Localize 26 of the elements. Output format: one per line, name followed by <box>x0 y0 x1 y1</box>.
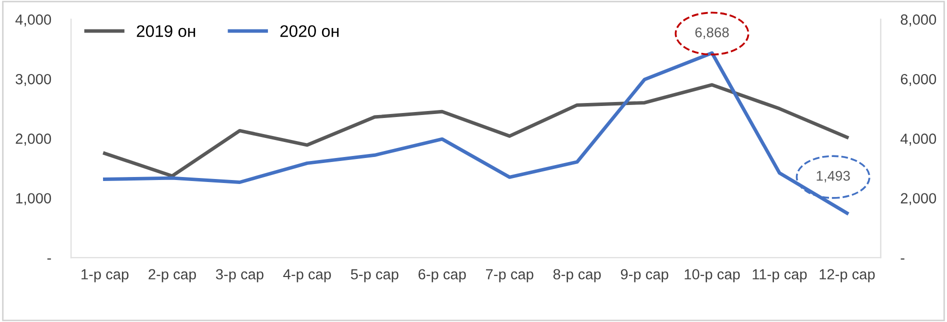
x-tick-label: 3-р сар <box>216 269 264 282</box>
x-tick-label: 1-р сар <box>82 269 128 282</box>
x-tick-label: 8-р сар <box>553 269 601 282</box>
y2-tick-label: 2,000 <box>900 193 936 206</box>
y2-tick-label: - <box>900 258 904 260</box>
y-tick-label: 1,000 <box>16 193 52 206</box>
x-tick-label: 6-р сар <box>418 269 466 282</box>
legend-label: 2019 он <box>136 25 196 38</box>
data-label: 1,493 <box>816 170 850 182</box>
legend-label: 2020 он <box>280 25 339 38</box>
x-tick-label: 2-р сар <box>148 269 196 282</box>
x-tick-label: 10-р сар <box>684 269 740 282</box>
x-tick-label: 5-р сар <box>350 269 398 282</box>
y-tick-label: - <box>47 258 51 260</box>
y-tick-label: 4,000 <box>15 14 52 26</box>
data-label: 6,868 <box>695 27 729 39</box>
y2-tick-label: 6,000 <box>900 74 936 86</box>
x-tick-label: 4-р сар <box>283 269 331 282</box>
x-tick-label: 12-р сар <box>820 269 875 282</box>
y-tick-label: 3,000 <box>16 74 52 86</box>
x-tick-label: 7-р сар <box>486 269 534 282</box>
y2-tick-label: 8,000 <box>900 14 936 26</box>
y2-tick-label: 4,000 <box>900 134 936 146</box>
y-tick-label: 2,000 <box>16 134 52 146</box>
x-tick-label: 11-р сар <box>752 269 807 282</box>
x-tick-label: 9-р сар <box>620 269 668 282</box>
